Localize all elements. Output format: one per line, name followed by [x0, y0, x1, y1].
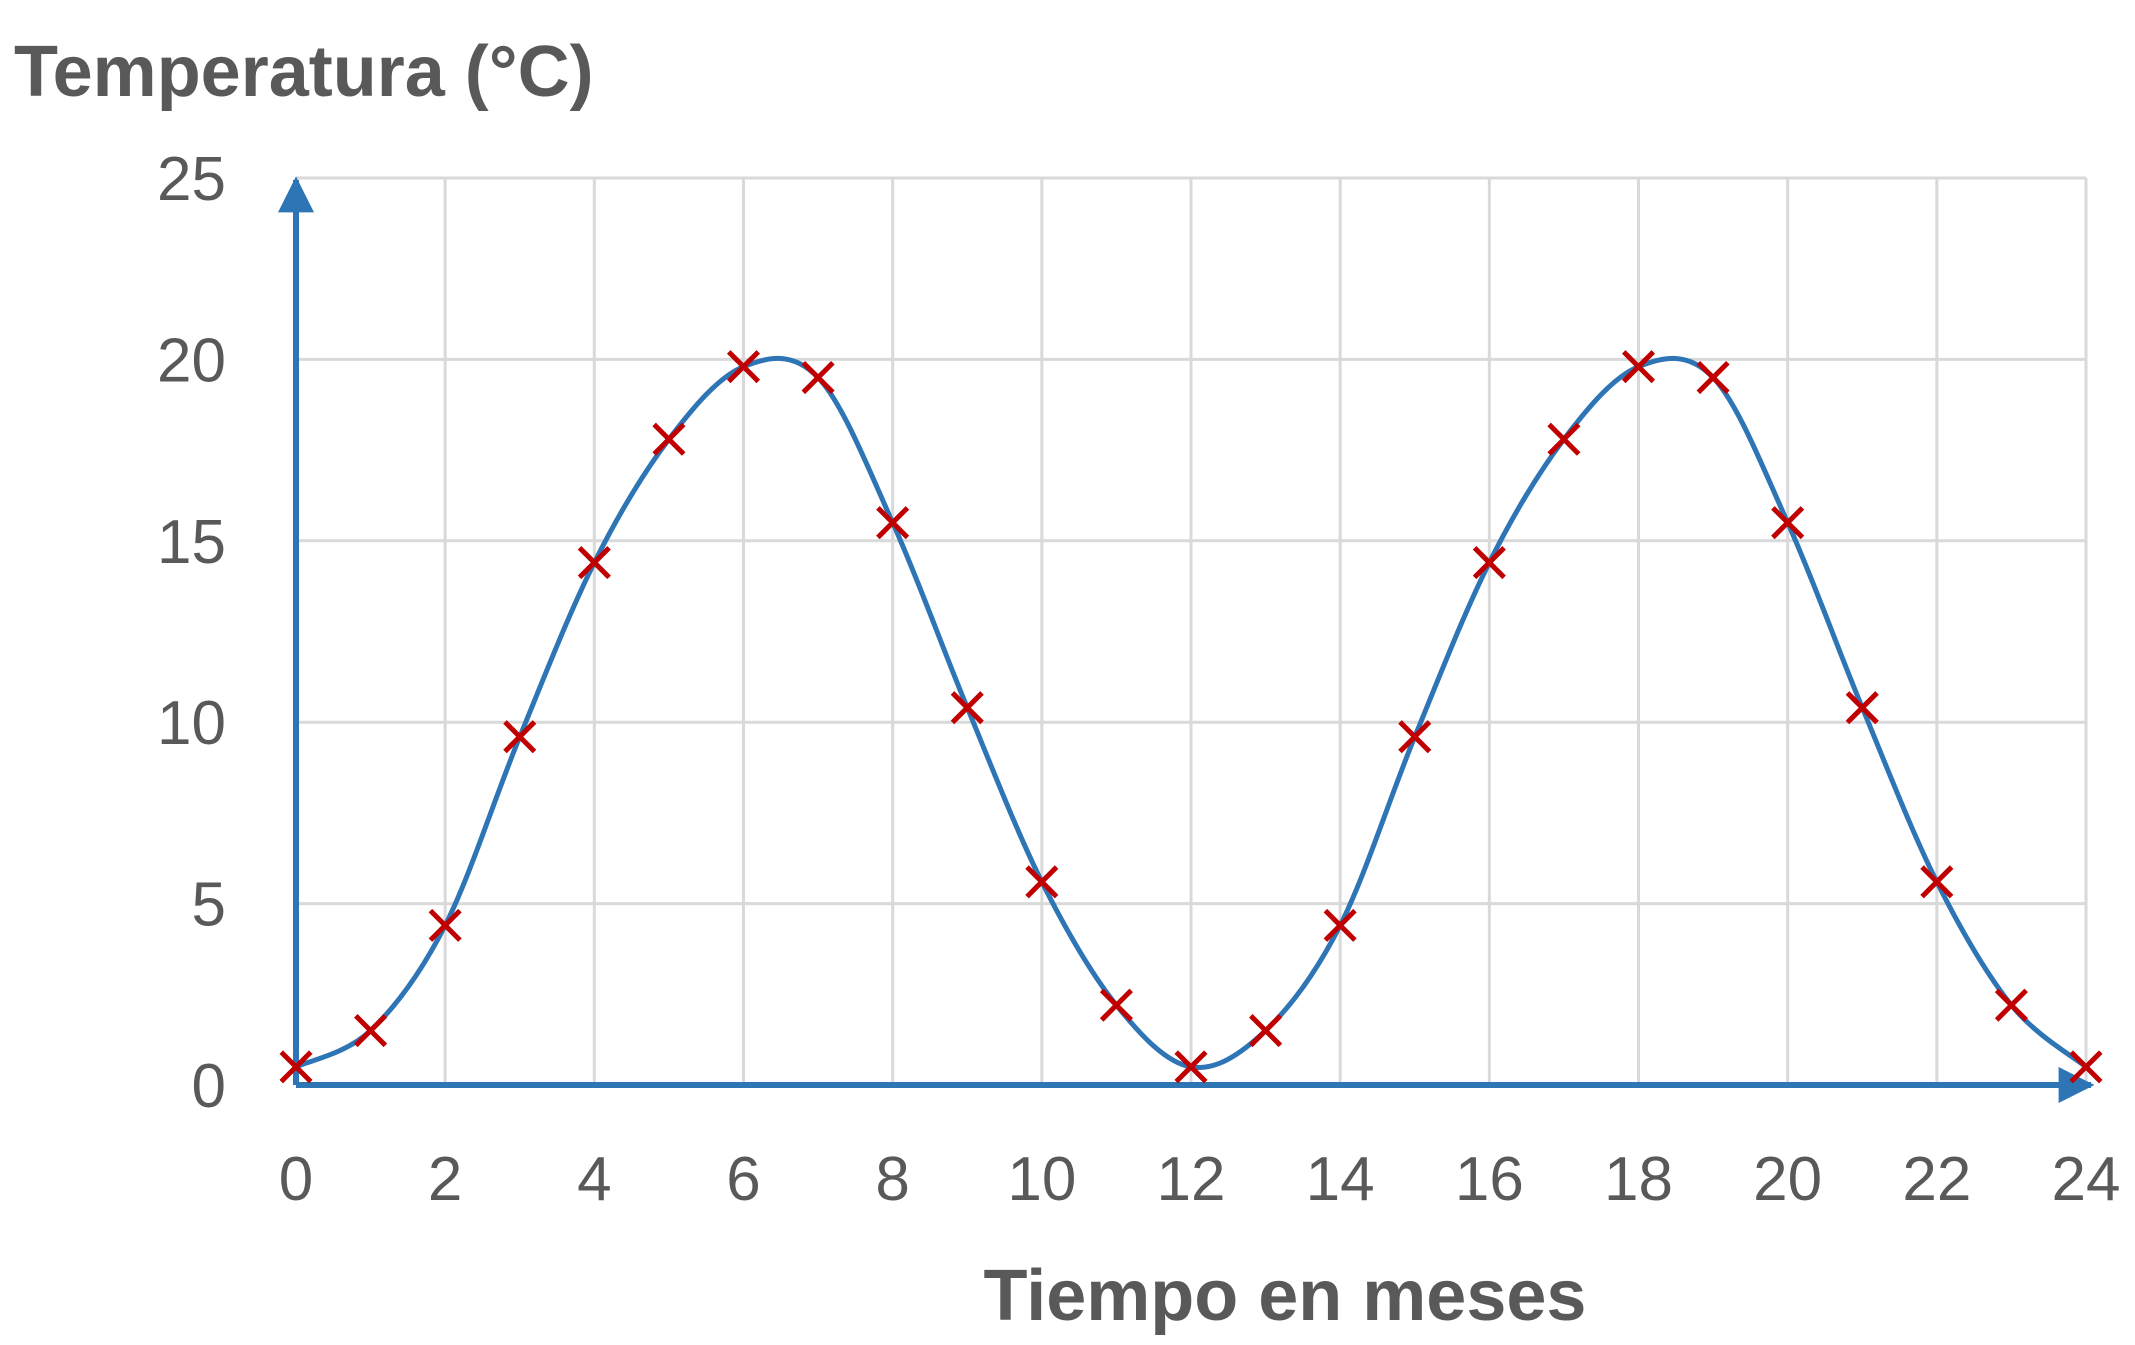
x-tick-label: 12: [1157, 1145, 1226, 1214]
data-point: [1621, 350, 1656, 384]
y-tick-label: 0: [192, 1052, 226, 1121]
x-tick-label: 2: [428, 1145, 462, 1214]
data-point: [801, 361, 835, 395]
data-point: [1845, 691, 1879, 725]
x-axis-title: Tiempo en meses: [984, 1256, 1587, 1336]
x-tick-label: 16: [1455, 1145, 1524, 1214]
y-axis-title: Temperatura (°C): [14, 32, 594, 112]
x-tick-label: 18: [1604, 1145, 1673, 1214]
data-point: [1323, 908, 1357, 942]
data-point: [1920, 865, 1954, 899]
x-tick-label: 4: [577, 1145, 611, 1214]
x-tick-label: 6: [726, 1145, 760, 1214]
x-tick-label: 20: [1753, 1145, 1822, 1214]
data-point: [1696, 361, 1730, 395]
data-point: [577, 546, 611, 580]
y-tick-label: 25: [157, 145, 226, 214]
data-point: [950, 691, 984, 725]
data-point: [1025, 865, 1059, 899]
x-tick-label: 14: [1306, 1145, 1375, 1214]
data-point: [2069, 1050, 2103, 1084]
axes: [278, 176, 2095, 1103]
data-point: [726, 350, 761, 384]
x-tick-label: 0: [279, 1145, 313, 1214]
y-tick-label: 10: [157, 689, 226, 758]
data-point: [876, 506, 910, 540]
data-point: [1547, 422, 1581, 456]
data-point: [1771, 506, 1805, 540]
data-point: [503, 720, 537, 754]
data-point: [1994, 988, 2028, 1022]
series-layer: [279, 350, 2103, 1084]
y-tick-label: 20: [157, 326, 226, 395]
data-point: [354, 1014, 388, 1048]
y-tick-label: 15: [157, 508, 226, 577]
grid: [296, 176, 2088, 1085]
data-point: [279, 1050, 313, 1084]
data-point: [652, 422, 686, 456]
data-point: [1472, 546, 1506, 580]
data-point: [428, 908, 462, 942]
data-point: [1174, 1050, 1208, 1084]
y-tick-label: 5: [192, 871, 226, 940]
x-tick-label: 10: [1007, 1145, 1076, 1214]
data-point: [1099, 988, 1133, 1022]
x-tick-label: 22: [1902, 1145, 1971, 1214]
x-tick-label: 8: [875, 1145, 909, 1214]
data-point: [1249, 1014, 1283, 1048]
data-point: [1398, 720, 1432, 754]
x-tick-label: 24: [2052, 1145, 2121, 1214]
